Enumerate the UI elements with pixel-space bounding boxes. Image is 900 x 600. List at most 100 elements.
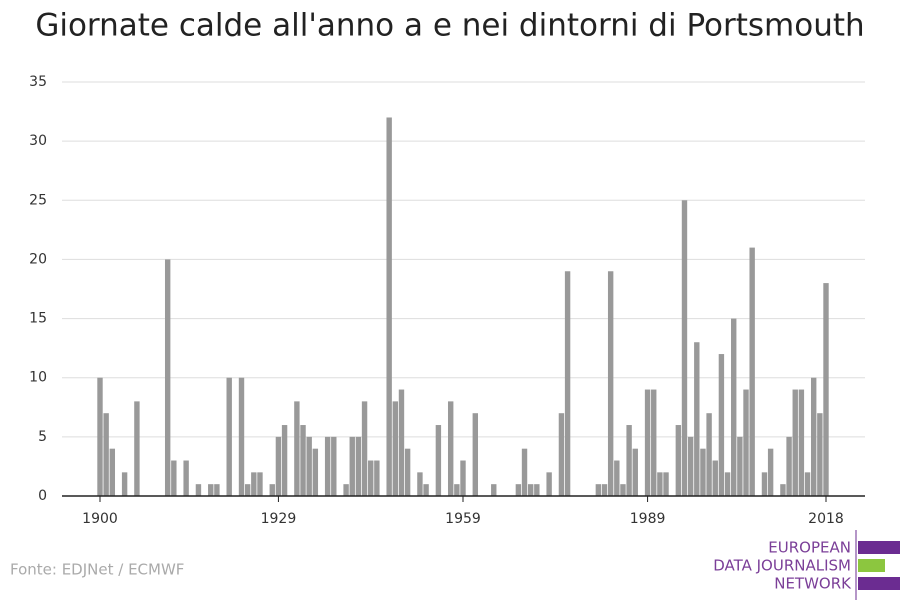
bar [214, 484, 220, 496]
bar [472, 413, 479, 496]
bar [546, 472, 552, 496]
bar [620, 484, 626, 496]
y-tick-label: 25 [29, 192, 47, 208]
bar [435, 425, 442, 496]
bar [134, 401, 140, 496]
bar [392, 401, 399, 496]
bar [423, 484, 429, 496]
bar [767, 448, 774, 496]
bar [312, 448, 319, 496]
bar [257, 472, 263, 496]
bar [601, 484, 608, 496]
bar [368, 460, 374, 496]
bar [749, 247, 755, 496]
y-tick-label: 0 [38, 488, 47, 504]
bar [374, 460, 380, 496]
logo-bar [858, 541, 900, 554]
bar [817, 413, 823, 496]
bar [454, 484, 460, 496]
logo-text: EUROPEAN [768, 539, 851, 557]
bar [238, 377, 245, 496]
bar [564, 271, 571, 496]
bar [361, 401, 368, 496]
source: Fonte: EDJNet / ECMWF [10, 561, 184, 579]
bar [269, 484, 275, 496]
bar [208, 484, 214, 496]
bar [527, 484, 534, 496]
bar [700, 448, 706, 496]
bar [534, 484, 540, 496]
y-tick-label: 10 [29, 370, 47, 386]
logo-bar [858, 577, 900, 590]
chart-title: Giornate calde all'anno a e nei dintorni… [35, 8, 864, 44]
bar [183, 460, 189, 496]
bar [300, 425, 306, 496]
bar [355, 436, 362, 496]
bar [804, 472, 811, 496]
bar [515, 484, 522, 496]
logo: EUROPEAN DATA JOURNALISM NETWORK [713, 530, 900, 600]
bar [731, 318, 737, 496]
logo-text: NETWORK [774, 575, 852, 593]
bar [663, 472, 669, 496]
bar [724, 472, 731, 496]
bar [460, 460, 466, 496]
bar [737, 436, 743, 496]
bar [712, 460, 718, 496]
bar [681, 200, 688, 497]
bar [251, 472, 257, 496]
bar [331, 436, 337, 496]
bar [626, 425, 632, 496]
bar [281, 425, 288, 496]
bar [343, 484, 349, 496]
bar [349, 436, 355, 496]
bar [810, 377, 817, 496]
y-tick-label: 30 [29, 133, 47, 149]
logo-bar [858, 559, 885, 572]
bar [244, 484, 251, 496]
bar [743, 389, 749, 496]
bar [786, 436, 792, 496]
bar [706, 413, 712, 496]
bar [171, 460, 177, 496]
bar [103, 413, 109, 496]
y-tick-label: 15 [29, 311, 47, 327]
bar [398, 389, 405, 496]
bar [306, 436, 312, 496]
y-tick-label: 20 [29, 251, 47, 267]
logo-text: DATA JOURNALISM [713, 557, 851, 575]
x-tick-label: 1929 [261, 511, 297, 527]
x-tick-label: 2018 [808, 511, 844, 527]
bar [164, 259, 171, 496]
bar [792, 389, 798, 496]
x-tick-label: 1989 [630, 511, 666, 527]
bar [226, 377, 232, 496]
bar [718, 354, 725, 496]
bar [558, 413, 565, 496]
y-tick-label: 35 [29, 74, 47, 90]
bar [97, 377, 103, 496]
x-tick-label: 1900 [82, 511, 118, 527]
bar [657, 472, 663, 496]
bar [607, 271, 614, 496]
bar [417, 472, 423, 496]
bar [595, 484, 602, 496]
bar [614, 460, 620, 496]
x-tick-label: 1959 [445, 511, 481, 527]
y-tick-label: 5 [38, 429, 47, 445]
bar [823, 283, 829, 496]
bar [294, 401, 300, 496]
bar [632, 448, 638, 496]
bar [644, 389, 651, 496]
bar [780, 484, 786, 496]
bar [675, 425, 682, 496]
bar [521, 448, 528, 496]
bar [404, 448, 411, 496]
bar [447, 401, 454, 496]
bar [324, 436, 331, 496]
bar [195, 484, 202, 496]
bar [491, 484, 497, 496]
bar [121, 472, 128, 496]
bar [386, 117, 392, 496]
